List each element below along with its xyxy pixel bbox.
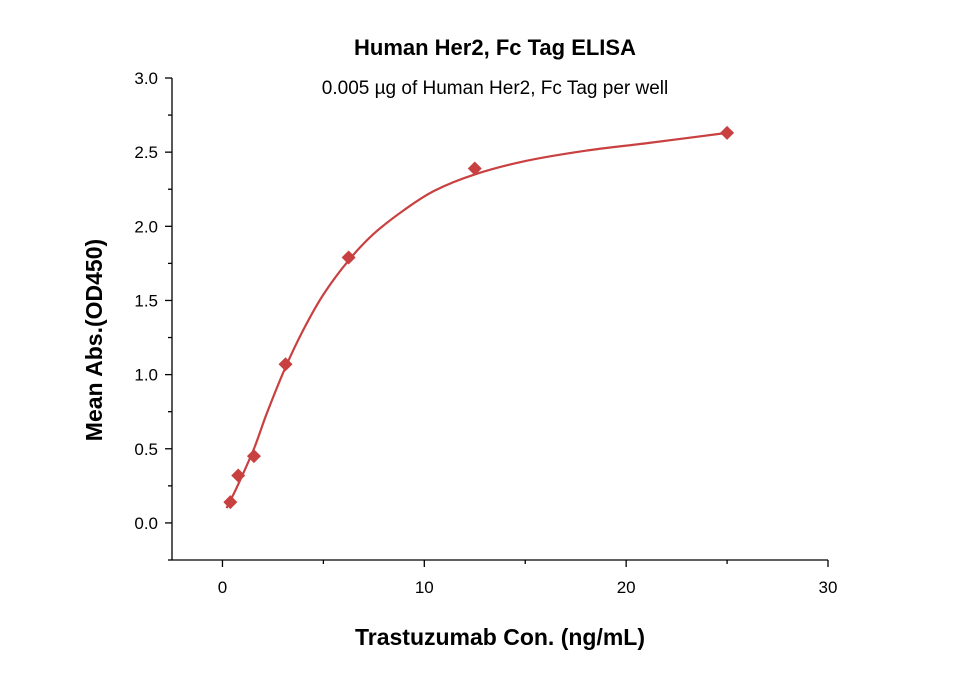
- fit-curve: [225, 131, 728, 509]
- x-tick-label: 0: [218, 578, 227, 597]
- y-tick-label: 2.0: [134, 217, 158, 236]
- y-tick-label: 0.5: [134, 440, 158, 459]
- data-point: [231, 468, 246, 483]
- y-axis-label: Mean Abs.(OD450): [81, 239, 107, 441]
- data-point: [223, 495, 238, 510]
- data-points: [223, 125, 735, 510]
- y-ticks: 0.0 0.5 1.0 1.5 2.0 2.5 3.0: [134, 69, 172, 561]
- data-point: [278, 357, 293, 372]
- y-tick-label: 2.5: [134, 143, 158, 162]
- y-tick-label: 3.0: [134, 69, 158, 88]
- x-axis-label: Trastuzumab Con. (ng/mL): [355, 624, 645, 650]
- fit-curve-line: [225, 131, 728, 509]
- y-tick-label: 1.0: [134, 366, 158, 385]
- x-ticks: 0 10 20 30: [218, 560, 838, 597]
- x-tick-label: 10: [415, 578, 434, 597]
- data-point: [467, 161, 482, 176]
- chart-subtitle: 0.005 µg of Human Her2, Fc Tag per well: [322, 78, 668, 99]
- x-tick-label: 20: [617, 578, 636, 597]
- data-point: [720, 125, 735, 140]
- chart-title: Human Her2, Fc Tag ELISA: [354, 35, 636, 60]
- y-tick-label: 0.0: [134, 514, 158, 533]
- data-point: [246, 449, 261, 464]
- x-tick-label: 30: [819, 578, 838, 597]
- axes: [171, 78, 828, 561]
- data-point: [341, 250, 356, 265]
- y-tick-label: 1.5: [134, 291, 158, 310]
